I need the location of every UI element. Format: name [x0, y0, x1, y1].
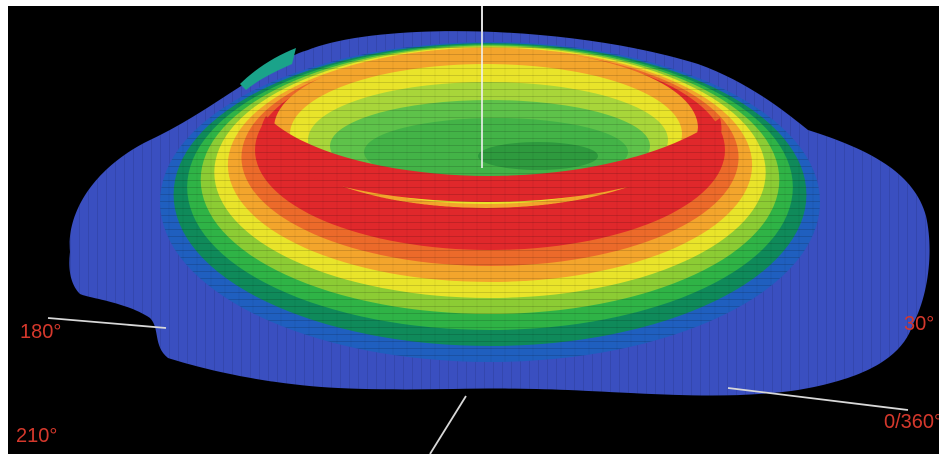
- angle-label-30: 30°: [904, 313, 935, 335]
- angle-label-0-360: 0/360°: [884, 411, 939, 433]
- angle-label-210: 210°: [16, 425, 58, 447]
- plot-3d-scene: 180° 30° 210° 0/360°: [8, 6, 939, 454]
- axis-line-180: [47, 317, 167, 329]
- angle-label-180: 180°: [20, 321, 62, 343]
- torus-surface-plot: [47, 6, 930, 454]
- rim-patch: [240, 48, 296, 90]
- axis-line-270: [429, 395, 467, 454]
- axis-line-0-360: [727, 387, 909, 411]
